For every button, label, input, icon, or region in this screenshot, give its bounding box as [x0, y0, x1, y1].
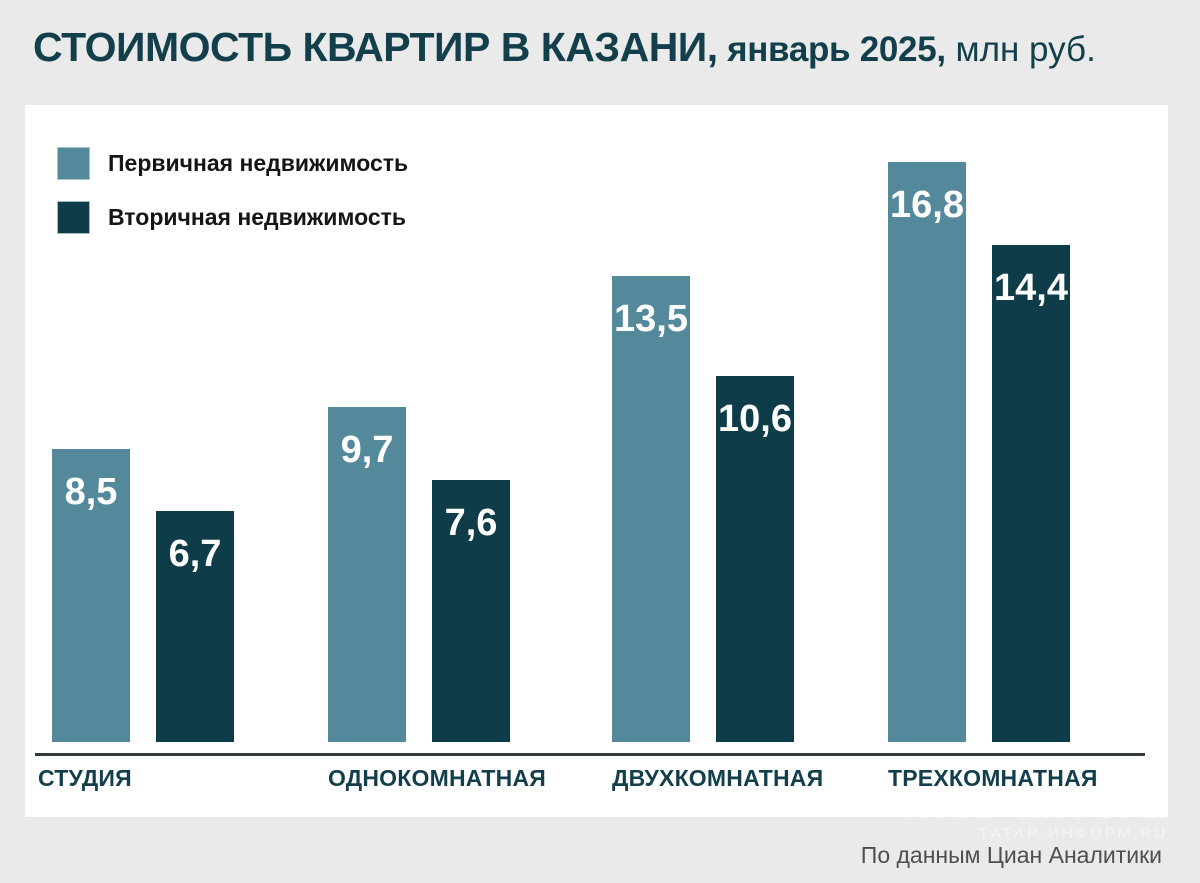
- bar-value-label: 14,4: [994, 267, 1068, 309]
- legend-label-primary: Первичная недвижимость: [108, 150, 409, 176]
- title-main: СТОИМОСТЬ КВАРТИР В КАЗАНИ,: [33, 24, 718, 70]
- legend-swatch-secondary: [57, 201, 90, 234]
- bar-value-label: 16,8: [890, 184, 964, 226]
- bar-group-3: 13,5 10,6: [612, 276, 794, 742]
- bar-primary-3: 13,5: [612, 276, 690, 742]
- bar-value-label: 7,6: [444, 502, 498, 544]
- legend-label-secondary: Вторичная недвижимость: [108, 204, 407, 230]
- category-label-1: СТУДИЯ: [38, 765, 132, 791]
- chart-legend: Первичная недвижимость Вторичная недвижи…: [57, 147, 408, 255]
- bar-secondary-4: 14,4: [992, 245, 1070, 742]
- category-label-2: ОДНОКОМНАТНАЯ: [328, 765, 547, 791]
- page-title: СТОИМОСТЬ КВАРТИР В КАЗАНИ, январь 2025,…: [33, 24, 1173, 71]
- bar-value-label: 9,7: [340, 429, 394, 471]
- title-units: млн руб.: [945, 30, 1096, 69]
- bar-value-label: 10,6: [718, 398, 792, 440]
- data-source-caption: По данным Циан Аналитики: [860, 842, 1162, 868]
- bar-value-label: 8,5: [64, 471, 118, 513]
- legend-item-primary: Первичная недвижимость: [57, 147, 408, 180]
- bar-secondary-2: 7,6: [432, 480, 510, 742]
- bar-primary-2: 9,7: [328, 407, 406, 742]
- chart-region: 8,5 6,7 СТУДИЯ 9,7 7,6 ОДНОКОМНАТНАЯ 13,5 10,6 Д…: [25, 105, 1168, 817]
- bar-primary-1: 8,5: [52, 449, 130, 742]
- bar-value-label: 13,5: [614, 298, 688, 340]
- bar-group-1: 8,5 6,7: [52, 449, 234, 742]
- watermark-url-text: ТАТАР-ИНФОРМ.RU: [978, 825, 1168, 842]
- bar-primary-4: 16,8: [888, 162, 966, 742]
- legend-swatch-primary: [57, 147, 90, 180]
- bar-group-2: 9,7 7,6: [328, 407, 510, 742]
- chart-panel: 8,5 6,7 СТУДИЯ 9,7 7,6 ОДНОКОМНАТНАЯ 13,5 10,6 Д…: [25, 105, 1168, 817]
- x-axis-line: [35, 753, 1145, 756]
- legend-item-secondary: Вторичная недвижимость: [57, 201, 408, 234]
- bar-value-label: 6,7: [168, 533, 222, 575]
- title-period: январь 2025,: [717, 30, 946, 69]
- bar-group-4: 16,8 14,4: [888, 162, 1070, 742]
- bar-secondary-1: 6,7: [156, 511, 234, 742]
- bar-secondary-3: 10,6: [716, 376, 794, 742]
- category-label-3: ДВУХКОМНАТНАЯ: [612, 765, 824, 791]
- category-label-4: ТРЕХКОМНАТНАЯ: [888, 765, 1098, 791]
